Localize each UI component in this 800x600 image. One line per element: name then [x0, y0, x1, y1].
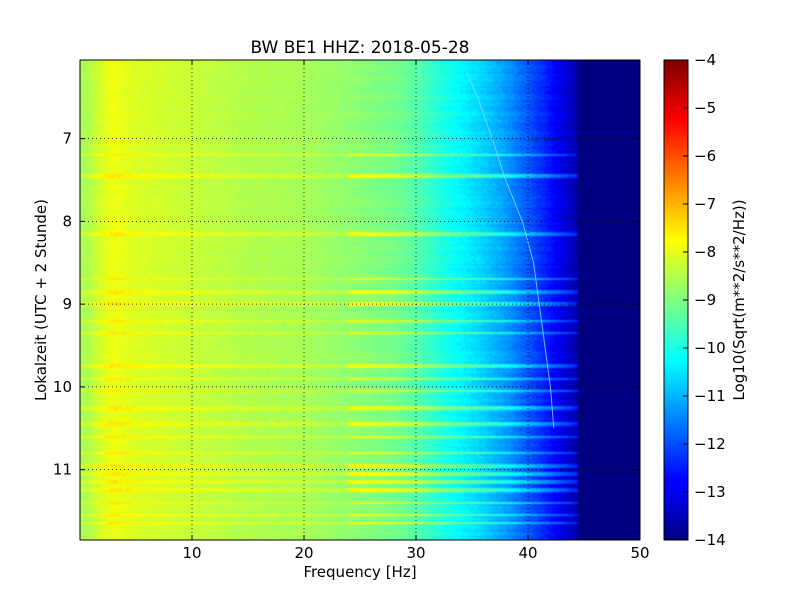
- colorbar-tick-label: −12: [694, 435, 726, 453]
- colorbar-tick-label: −8: [694, 243, 716, 261]
- x-tick-label: 40: [518, 544, 537, 562]
- y-tick-label: 7: [62, 130, 72, 148]
- colorbar-tick-label: −14: [694, 531, 726, 549]
- colorbar-ticks: −4 −5 −6 −7 −8 −9 −10 −11 −12 −13 −14: [683, 51, 726, 549]
- y-axis-ticks: 7 8 9 10 11: [53, 130, 640, 479]
- plot-frame: [79, 59, 641, 541]
- y-tick-label: 10: [53, 378, 72, 396]
- y-axis-label: Lokalzeit (UTC + 2 Stunde): [32, 199, 50, 401]
- colorbar-tick-label: −4: [694, 51, 716, 69]
- colorbar-tick-label: −11: [694, 387, 726, 405]
- colorbar-tick-label: −7: [694, 195, 716, 213]
- x-tick-label: 20: [294, 544, 313, 562]
- drift-line: [465, 72, 555, 429]
- x-tick-label: 10: [182, 544, 201, 562]
- colorbar-tick-label: −6: [694, 147, 716, 165]
- colorbar-label: Log10(Sqrt(m**2/s**2/Hz)): [730, 199, 748, 400]
- colorbar-tick-label: −13: [694, 483, 726, 501]
- y-tick-label: 11: [53, 461, 72, 479]
- plot-area: 10 20 30 40 50 7 8 9 10 11: [53, 59, 650, 562]
- colorbar-tick-label: −5: [694, 99, 716, 117]
- x-tick-label: 30: [406, 544, 425, 562]
- spectrogram-heatmap: [80, 60, 640, 540]
- colorbar-tick-label: −10: [694, 339, 726, 357]
- y-tick-label: 9: [62, 295, 72, 313]
- x-axis-ticks: 10 20 30 40 50: [182, 60, 650, 562]
- colorbar-tick-label: −9: [694, 291, 716, 309]
- x-tick-label: 50: [630, 544, 649, 562]
- x-axis-label: Frequency [Hz]: [303, 563, 416, 581]
- chart-title: BW BE1 HHZ: 2018-05-28: [250, 38, 469, 58]
- y-tick-label: 8: [62, 212, 72, 230]
- colorbar: −4 −5 −6 −7 −8 −9 −10 −11 −12 −13 −14 Log10(Sqrt(m…: [663, 51, 748, 549]
- grid: [80, 60, 640, 540]
